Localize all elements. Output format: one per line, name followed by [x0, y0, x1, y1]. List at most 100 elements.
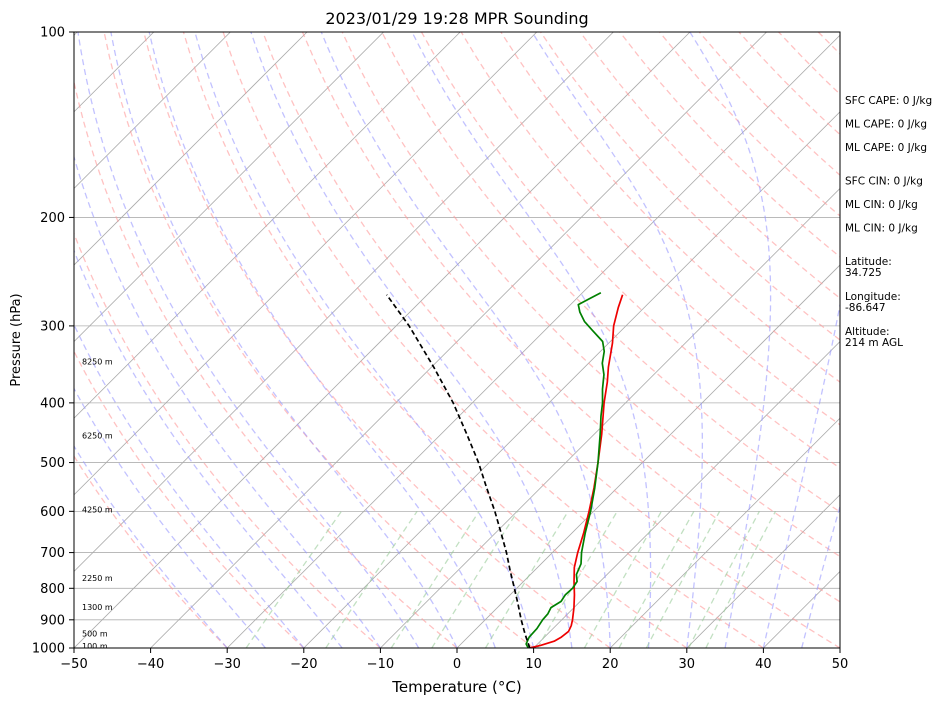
- moist-adiabat-line: [77, 32, 420, 648]
- mixing-ratio-line: [645, 511, 721, 648]
- dry-adiabat-line: [579, 32, 840, 300]
- x-tick-label: 0: [453, 657, 461, 672]
- mixing-ratio-line: [583, 511, 662, 648]
- moist-adiabat-line: [250, 32, 573, 648]
- mixing-ratio-line: [431, 510, 519, 648]
- y-axis-label: Pressure (hPa): [9, 293, 24, 386]
- stat-value: -86.647: [845, 302, 886, 314]
- y-tick-label: 600: [40, 505, 65, 520]
- moist-adiabat-line: [801, 504, 840, 648]
- x-axis-ticks: −50 −40 −30 −20 −10 0 10 20 30 40 50: [60, 648, 848, 672]
- isotherm-line: [74, 32, 691, 648]
- y-tick-label: 900: [40, 613, 65, 628]
- isotherm-line: [609, 417, 840, 648]
- isotherm-line: [303, 111, 840, 648]
- moist-adiabat-line: [74, 248, 343, 648]
- moist-adiabat-line: [531, 32, 704, 648]
- isotherm-line: [74, 32, 231, 189]
- isotherm-line: [150, 32, 767, 648]
- x-axis-label: Temperature (°C): [391, 678, 521, 696]
- stat-label: ML CAPE: 0 J/kg: [845, 119, 927, 131]
- y-tick-label: 100: [40, 26, 65, 41]
- dry-adiabat-line: [74, 350, 305, 648]
- x-tick-label: −50: [60, 657, 87, 672]
- x-tick-label: −30: [213, 657, 240, 672]
- moist-adiabats: [74, 32, 840, 648]
- moist-adiabat-line: [148, 32, 496, 648]
- mixing-ratio-line: [618, 511, 695, 648]
- dry-adiabat-line: [262, 32, 840, 648]
- y-tick-label: 500: [40, 456, 65, 471]
- dry-adiabat-line: [74, 231, 381, 648]
- moist-adiabat-line: [110, 32, 458, 648]
- stat-value: 214 m AGL: [845, 337, 903, 349]
- y-tick-label: 200: [40, 211, 65, 226]
- chart-title: 2023/01/29 19:28 MPR Sounding: [325, 9, 588, 28]
- isotherm-line: [456, 264, 840, 648]
- y-tick-label: 300: [40, 319, 65, 334]
- x-tick-label: −40: [137, 657, 164, 672]
- x-tick-label: 40: [755, 657, 772, 672]
- isotherm-line: [686, 494, 840, 648]
- isotherm-line: [74, 32, 461, 419]
- mixing-ratio-line: [390, 510, 480, 648]
- temperature-line: [529, 294, 624, 648]
- x-tick-label: 50: [832, 657, 849, 672]
- y-tick-label: 700: [40, 546, 65, 561]
- moist-adiabat-line: [320, 32, 611, 648]
- dry-adiabat-line: [182, 32, 688, 648]
- stat-label: Altitude:: [845, 326, 890, 338]
- moist-adiabat-line: [74, 387, 266, 648]
- isotherms: [74, 32, 840, 648]
- stat-label: ML CIN: 0 J/kg: [845, 199, 918, 211]
- x-tick-label: 30: [679, 657, 696, 672]
- dry-adiabats: [74, 32, 840, 648]
- plot-area: 100 m 500 m 1300 m 2250 m 4250 m 6250 m 8250 m: [74, 32, 840, 651]
- x-tick-label: 10: [525, 657, 542, 672]
- isotherm-line: [380, 187, 840, 648]
- moist-adiabat-line: [689, 32, 772, 648]
- mixing-ratio-line: [245, 510, 342, 648]
- stat-label: Longitude:: [845, 291, 901, 303]
- dry-adiabat-line: [74, 79, 458, 648]
- pressure-gridlines: [74, 217, 840, 621]
- height-label: 6250 m: [82, 431, 113, 440]
- mixing-ratio-line: [484, 510, 569, 648]
- moist-adiabat-line: [762, 301, 840, 648]
- moist-adiabat-line: [74, 154, 381, 648]
- height-label: 8250 m: [82, 357, 113, 366]
- height-labels: 100 m 500 m 1300 m 2250 m 4250 m 6250 m 8250 m: [82, 357, 113, 651]
- isotherm-line: [74, 32, 538, 496]
- height-label: 100 m: [82, 642, 108, 651]
- parcel-line: [385, 294, 531, 648]
- y-tick-label: 1000: [32, 642, 65, 657]
- isotherm-line: [74, 32, 384, 343]
- x-tick-label: −20: [290, 657, 317, 672]
- moist-adiabat-line: [74, 444, 228, 648]
- stat-value: 34.725: [845, 267, 882, 279]
- mixing-ratio-line: [705, 511, 777, 648]
- mixing-ratio-line: [325, 510, 418, 648]
- height-label: 500 m: [82, 630, 108, 639]
- stat-label: ML CIN: 0 J/kg: [845, 223, 918, 235]
- stat-label: SFC CAPE: 0 J/kg: [845, 95, 932, 107]
- stat-label: Latitude:: [845, 256, 892, 268]
- dry-adiabat-line: [103, 32, 534, 648]
- isotherm-line: [533, 341, 840, 648]
- y-tick-label: 800: [40, 582, 65, 597]
- mixing-ratio-line: [536, 511, 618, 648]
- moist-adiabat-line: [411, 32, 652, 648]
- mixing-ratio-line: [688, 511, 760, 648]
- height-label: 2250 m: [82, 574, 113, 583]
- dry-adiabat-line: [143, 32, 611, 648]
- y-axis-ticks: 1000 900 800 700 600 500 400 300 200 100: [32, 26, 74, 657]
- isotherm-line: [74, 32, 614, 572]
- stat-label: SFC CIN: 0 J/kg: [845, 176, 923, 188]
- sounding-stats: SFC CAPE: 0 J/kg ML CAPE: 0 J/kg ML CAPE: …: [845, 95, 932, 349]
- sounding-series: [385, 291, 624, 648]
- y-tick-label: 400: [40, 396, 65, 411]
- height-label: 4250 m: [82, 505, 113, 514]
- height-label: 1300 m: [82, 603, 113, 612]
- x-tick-label: 20: [602, 657, 619, 672]
